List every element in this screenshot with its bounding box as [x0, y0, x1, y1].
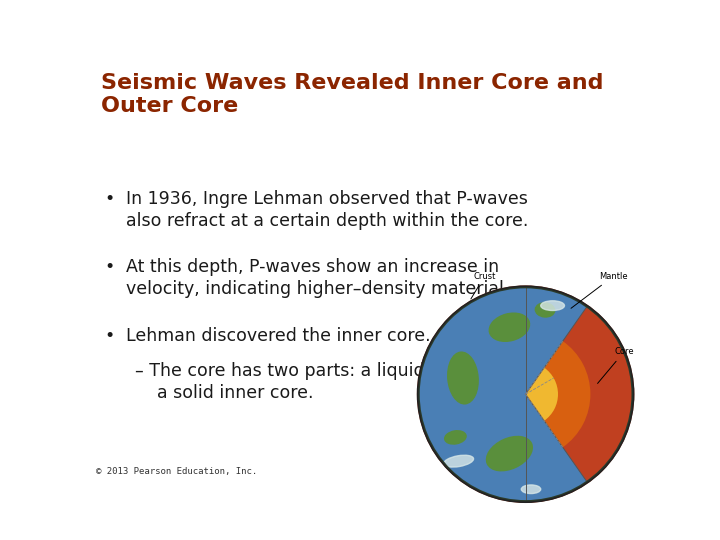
- Text: © 2013 Pearson Education, Inc.: © 2013 Pearson Education, Inc.: [96, 468, 257, 476]
- Text: Crust: Crust: [471, 272, 496, 299]
- Circle shape: [418, 286, 634, 502]
- Text: Core: Core: [598, 347, 634, 383]
- Ellipse shape: [490, 313, 529, 341]
- Text: Mantle: Mantle: [571, 272, 628, 308]
- Text: •: •: [104, 327, 114, 345]
- Ellipse shape: [487, 436, 532, 471]
- Text: – The core has two parts: a liquid outer core and
    a solid inner core.: – The core has two parts: a liquid outer…: [135, 362, 558, 402]
- Ellipse shape: [536, 303, 554, 317]
- Wedge shape: [526, 368, 558, 421]
- Ellipse shape: [448, 352, 478, 404]
- Text: •: •: [104, 190, 114, 207]
- Text: Lehman discovered the inner core.: Lehman discovered the inner core.: [126, 327, 431, 345]
- Wedge shape: [419, 287, 632, 501]
- Text: In 1936, Ingre Lehman observed that P-waves
also refract at a certain depth with: In 1936, Ingre Lehman observed that P-wa…: [126, 190, 528, 230]
- Ellipse shape: [541, 301, 564, 310]
- Ellipse shape: [445, 431, 466, 444]
- Wedge shape: [526, 341, 590, 447]
- Ellipse shape: [521, 485, 541, 494]
- Wedge shape: [526, 307, 633, 482]
- Text: At this depth, P-waves show an increase in
velocity, indicating higher–density m: At this depth, P-waves show an increase …: [126, 258, 510, 298]
- Ellipse shape: [444, 455, 474, 467]
- Text: Seismic Waves Revealed Inner Core and
Outer Core: Seismic Waves Revealed Inner Core and Ou…: [101, 73, 603, 116]
- Text: •: •: [104, 258, 114, 276]
